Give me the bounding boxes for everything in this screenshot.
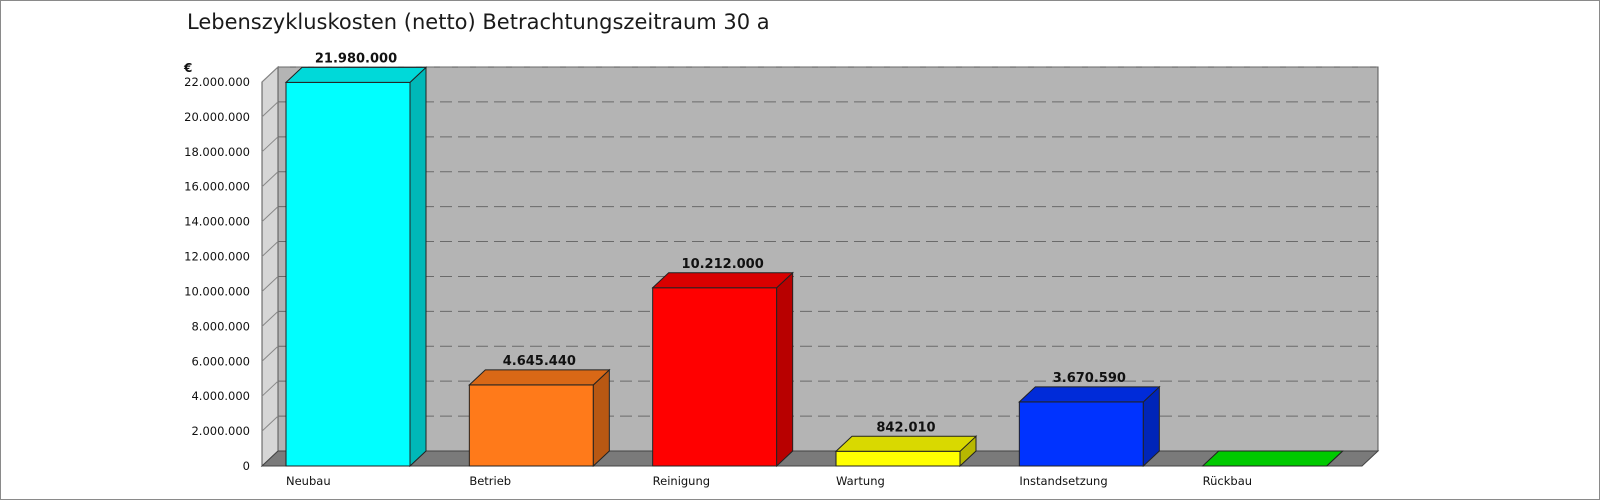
- gridline-side: [261, 415, 279, 432]
- y-tick-label: 14.000.000: [184, 215, 250, 229]
- y-unit-label: €: [183, 61, 192, 75]
- x-tick-label: Rückbau: [1203, 474, 1252, 488]
- gridline-side: [261, 380, 279, 397]
- x-tick-label: Wartung: [836, 474, 885, 488]
- y-tick-label: 12.000.000: [184, 250, 250, 264]
- plot-back-wall: [277, 66, 1379, 452]
- bar-instandsetzung: [1018, 401, 1144, 467]
- x-tick-label: Reinigung: [653, 474, 710, 488]
- y-tick-label: 10.000.000: [184, 284, 250, 298]
- y-tick-label: 20.000.000: [184, 110, 250, 124]
- gridline-side: [261, 310, 279, 327]
- gridline-side: [261, 345, 279, 362]
- bar-reinigung-top: [651, 272, 794, 289]
- bar-betrieb-top: [468, 369, 611, 386]
- y-tick-label: 22.000.000: [184, 75, 250, 89]
- y-tick-label: 16.000.000: [184, 180, 250, 194]
- y-tick-label: 0: [243, 459, 250, 473]
- data-label: 10.212.000: [682, 257, 764, 272]
- plot-left-wall: [261, 65, 279, 468]
- bar-wartung: [835, 450, 961, 467]
- bar-reinigung-side: [776, 271, 794, 468]
- bar-rückbau-top: [1201, 450, 1344, 467]
- bar-neubau: [285, 81, 411, 467]
- gridline-side: [261, 206, 279, 223]
- chart-title: Lebenszykluskosten (netto) Betrachtungsz…: [187, 10, 770, 34]
- data-label: 842.010: [876, 420, 935, 435]
- data-label: 4.645.440: [503, 354, 576, 369]
- data-label: 3.670.590: [1053, 371, 1126, 386]
- bar-wartung-top: [834, 435, 978, 452]
- gridline-side: [261, 276, 279, 292]
- y-tick-label: 18.000.000: [184, 145, 250, 159]
- gridline-side: [261, 66, 279, 83]
- y-tick-label: 6.000.000: [191, 354, 250, 368]
- x-tick-label: Betrieb: [469, 474, 511, 488]
- bar-reinigung: [652, 287, 778, 467]
- gridline-side: [261, 136, 279, 153]
- data-label: 21.980.000: [315, 51, 397, 66]
- gridline-side: [261, 241, 279, 257]
- gridline-side: [261, 171, 279, 188]
- y-tick-label: 4.000.000: [191, 389, 250, 403]
- bar-neubau-top: [284, 66, 428, 83]
- bar-instandsetzung-top: [1018, 386, 1161, 403]
- gridline-side: [261, 101, 279, 118]
- y-tick-label: 2.000.000: [191, 424, 250, 438]
- x-tick-label: Neubau: [286, 474, 331, 488]
- bar-neubau-side: [409, 66, 427, 468]
- x-tick-label: Instandsetzung: [1019, 474, 1107, 488]
- bar-betrieb-side: [592, 368, 610, 468]
- bar-betrieb: [468, 384, 594, 467]
- y-tick-label: 8.000.000: [191, 319, 250, 333]
